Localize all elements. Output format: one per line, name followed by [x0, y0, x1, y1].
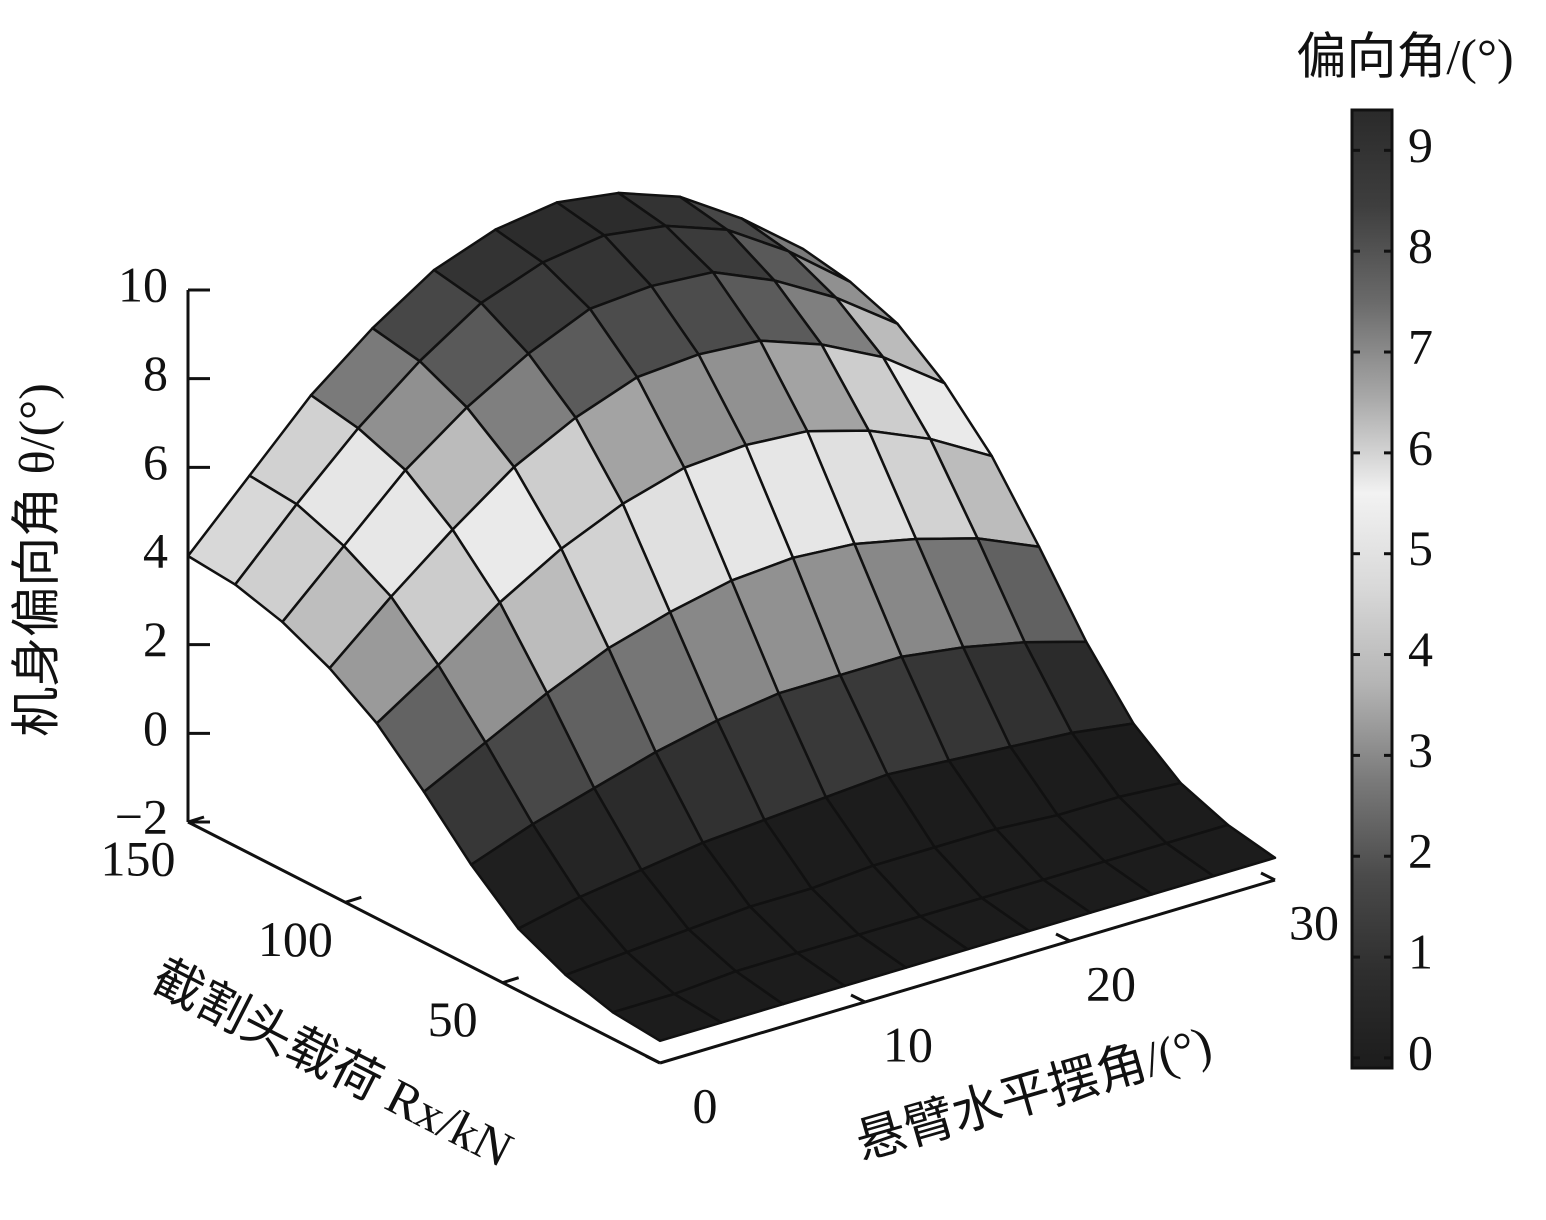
y-tick: [344, 895, 362, 904]
colorbar-tick-label: 0: [1408, 1024, 1433, 1080]
x-tick: [1260, 871, 1276, 882]
x-tick: [850, 993, 866, 1004]
colorbar-tick-label: 9: [1408, 117, 1433, 173]
y-axis: [187, 820, 661, 1065]
y-tick-label: 150: [101, 830, 176, 886]
colorbar-tick-label: 6: [1408, 419, 1433, 475]
x-tick: [645, 1054, 661, 1065]
y-tick: [187, 815, 205, 824]
y-axis-label: 截割头载荷 Rx/kN: [143, 948, 521, 1178]
x-tick-label: 20: [1086, 955, 1136, 1011]
surface-patch: [611, 992, 723, 1043]
colorbar-tick-label: 1: [1408, 924, 1433, 980]
x-tick-label: 10: [883, 1016, 933, 1072]
y-tick-label: 50: [428, 991, 478, 1047]
z-tick-label: 0: [143, 700, 168, 756]
z-tick-label: 4: [143, 522, 168, 578]
colorbar-title: 偏向角/(°): [1296, 28, 1513, 84]
x-tick: [1055, 932, 1071, 943]
colorbar-tick-label: 4: [1408, 621, 1433, 677]
x-axis: [659, 878, 1276, 1065]
colorbar-tick-label: 3: [1408, 722, 1433, 778]
z-axis-label: 机身偏向角 θ/(°): [8, 383, 64, 737]
y-tick: [502, 976, 520, 985]
z-tick-label: 2: [143, 611, 168, 667]
colorbar-tick-label: 5: [1408, 520, 1433, 576]
x-tick-label: 0: [693, 1077, 718, 1133]
colorbar-tick-label: 2: [1408, 823, 1433, 879]
colorbar-tick-label: 8: [1408, 218, 1433, 274]
z-tick-label: 10: [118, 256, 168, 312]
y-tick-label: 100: [258, 911, 333, 967]
z-tick-label: 8: [143, 345, 168, 401]
colorbar-tick-label: 7: [1408, 318, 1433, 374]
z-tick-label: −2: [115, 788, 168, 844]
z-tick-label: 6: [143, 434, 168, 490]
x-tick-label: 30: [1289, 894, 1339, 950]
colorbar: [1350, 108, 1394, 1070]
